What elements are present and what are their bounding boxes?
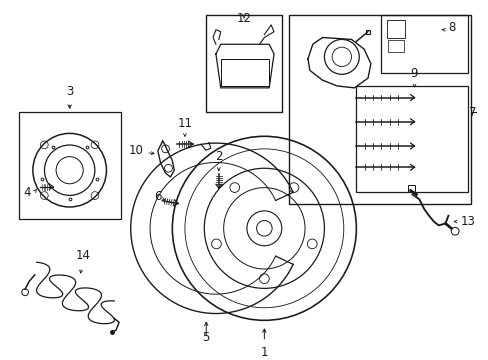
Bar: [220, 59, 269, 86]
Text: 1: 1: [260, 346, 267, 359]
Text: 5: 5: [202, 331, 209, 344]
Text: 6: 6: [154, 190, 161, 203]
Bar: [206, 15, 281, 112]
Text: 4: 4: [23, 186, 31, 199]
Bar: [356, 86, 467, 193]
Bar: [386, 20, 404, 37]
Bar: [380, 15, 467, 73]
Text: 2: 2: [215, 150, 222, 163]
Bar: [387, 40, 403, 52]
Text: 10: 10: [128, 144, 143, 157]
Text: 9: 9: [410, 67, 417, 80]
Bar: [288, 15, 470, 204]
Text: 8: 8: [447, 21, 455, 34]
Text: 3: 3: [66, 85, 73, 98]
Text: 11: 11: [177, 117, 192, 130]
Bar: [19, 112, 121, 219]
Text: 7: 7: [468, 105, 475, 118]
Text: 12: 12: [236, 12, 251, 25]
Text: 14: 14: [76, 249, 91, 262]
Text: 13: 13: [460, 215, 475, 228]
Bar: [407, 185, 415, 193]
